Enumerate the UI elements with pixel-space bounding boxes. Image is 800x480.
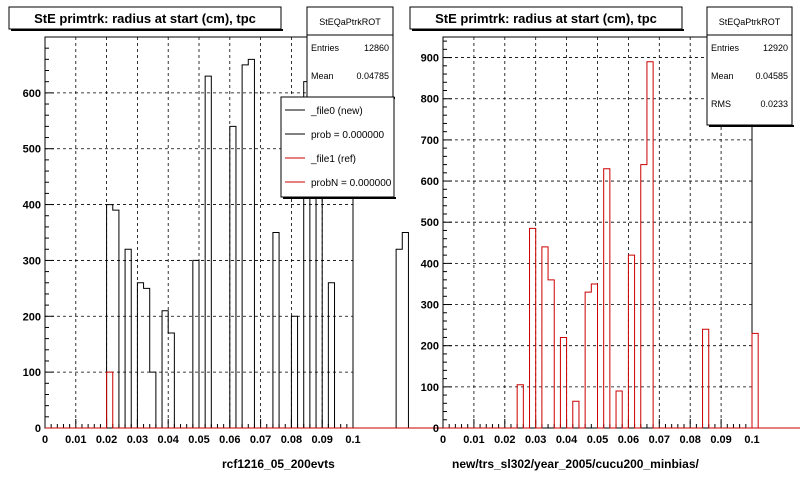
legend-label: _file0 (new) — [310, 106, 363, 117]
y-tick-label: 100 — [421, 382, 439, 394]
x-tick-label: 0.01 — [65, 434, 86, 446]
y-tick-label: 600 — [421, 176, 439, 188]
x-tick-label: 0.04 — [157, 434, 179, 446]
x-tick-label: 0.1 — [345, 434, 360, 446]
stats-label: Mean — [711, 71, 734, 81]
y-tick-label: 900 — [421, 53, 439, 65]
stats-label: RMS — [711, 99, 731, 109]
histogram-series-2 — [45, 371, 477, 429]
chart-title: StE primtrk: radius at start (cm), tpc — [435, 11, 657, 26]
y-tick-label: 800 — [421, 94, 439, 106]
y-tick-label: 400 — [23, 200, 41, 212]
title-shadow — [11, 29, 283, 31]
stats-shadow — [709, 125, 794, 127]
stats-name: StEQaPtrkROT — [319, 17, 381, 27]
y-tick-label: 700 — [421, 135, 439, 147]
x-tick-label: 0.09 — [311, 434, 332, 446]
y-tick-label: 500 — [23, 144, 41, 156]
x-tick-label: 0.07 — [649, 434, 670, 446]
x-tick-label: 0.09 — [710, 434, 731, 446]
histogram-panel-1: 0 0.01 0.02 0.03 0.04 0.05 0.06 0.07 0.08 0.09 0.1… — [8, 6, 477, 471]
x-tick-label: 0.06 — [219, 434, 240, 446]
y-tick-label: 600 — [23, 88, 41, 100]
y-tick-label: 300 — [23, 255, 41, 267]
stats-name: StEQaPtrkROT — [719, 17, 781, 27]
stats-box — [306, 6, 394, 98]
x-tick-label: 0.01 — [463, 434, 484, 446]
y-tick-label: 0 — [35, 423, 41, 435]
legend-box — [280, 96, 395, 198]
x-tick-label: 0.06 — [618, 434, 639, 446]
y-tick-label: 200 — [23, 311, 41, 323]
x-tick-label: 0.05 — [188, 434, 209, 446]
x-tick-label: 0.1 — [744, 434, 759, 446]
stats-value: 0.0233 — [760, 99, 788, 109]
stats-label: Mean — [311, 71, 334, 81]
x-tick-label: 0.02 — [494, 434, 515, 446]
y-tick-label: 300 — [421, 300, 439, 312]
stats-value: 0.04785 — [356, 71, 389, 81]
x-tick-label: 0.05 — [587, 434, 608, 446]
x-tick-label: 0.02 — [96, 434, 117, 446]
legend-label: probN = 0.000000 — [311, 178, 392, 189]
histogram-series-1 — [443, 61, 800, 429]
stats-label: Entries — [311, 43, 340, 53]
x-tick-label: 0 — [42, 434, 48, 446]
legend-shadow — [283, 197, 396, 199]
legend-entries: _file0 (new) prob = 0.000000 _file1 (ref) p… — [285, 106, 392, 189]
title-shadow — [412, 29, 684, 31]
x-axis-label: new/trs_sl302/year_2005/cucu200_minbias/ — [452, 457, 699, 471]
x-axis-label: rcf1216_05_200evts — [222, 457, 335, 471]
y-tick-label: 0 — [433, 423, 439, 435]
x-tick-label: 0.08 — [281, 434, 302, 446]
stats-value: 0.04585 — [755, 71, 788, 81]
x-tick-label: 0.03 — [127, 434, 148, 446]
stats-value: 12860 — [364, 43, 389, 53]
x-tick-label: 0.07 — [250, 434, 271, 446]
legend-label: _file1 (ref) — [310, 154, 356, 165]
y-tick-label: 500 — [421, 217, 439, 229]
stats-label: Entries — [711, 43, 740, 53]
legend-label: prob = 0.000000 — [311, 130, 385, 141]
x-tick-label: 0.08 — [679, 434, 700, 446]
stats-box — [706, 6, 793, 126]
stats-value: 12920 — [763, 43, 788, 53]
histogram-panel-2: 0 0.01 0.02 0.03 0.04 0.05 0.06 0.07 0.08 0.09 0.1… — [409, 6, 800, 471]
y-tick-label: 200 — [421, 341, 439, 353]
y-tick-label: 400 — [421, 258, 439, 270]
x-tick-label: 0 — [440, 434, 446, 446]
x-tick-label: 0.04 — [556, 434, 578, 446]
y-tick-label: 100 — [23, 367, 41, 379]
x-tick-label: 0.03 — [525, 434, 546, 446]
chart-title: StE primtrk: radius at start (cm), tpc — [34, 11, 256, 26]
